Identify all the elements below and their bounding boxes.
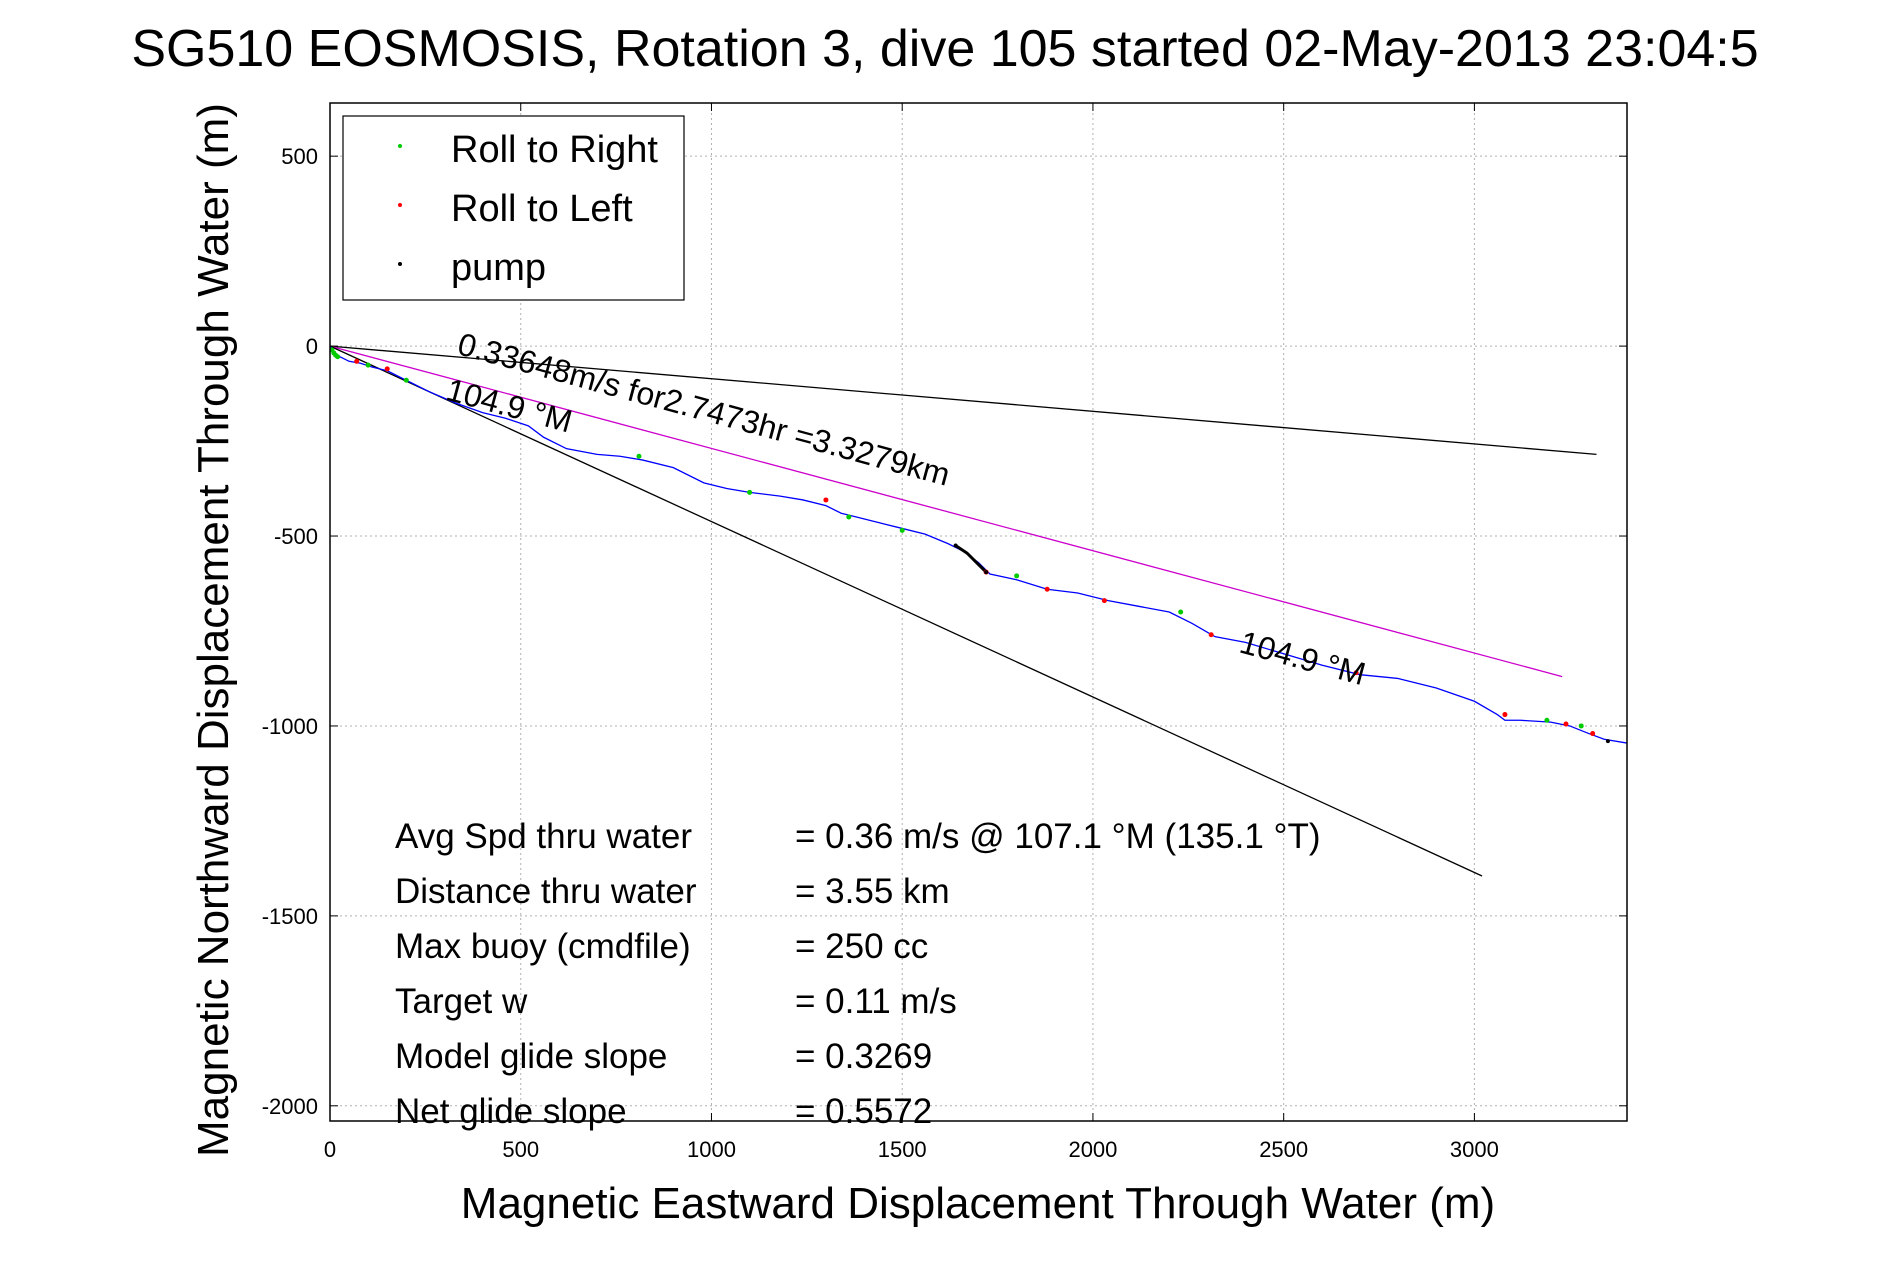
- roll-right-point: [1014, 573, 1020, 579]
- axis-ticks: 0 500 1000 1500 2000 2500 3000 500 0 -500 -1000 -15…: [262, 103, 1627, 1162]
- stat-label: Model glide slope: [395, 1037, 667, 1076]
- roll-right-point: [846, 514, 852, 520]
- x-tick-label: 2500: [1259, 1137, 1308, 1162]
- legend-label: pump: [451, 247, 546, 289]
- stat-value: = 0.36 m/s @ 107.1 °M (135.1 °T): [795, 817, 1321, 856]
- legend-marker: [398, 262, 402, 266]
- legend: Roll to Right Roll to Left pump: [342, 115, 685, 301]
- roll-left-point: [354, 358, 360, 364]
- roll-left-point: [1208, 632, 1214, 638]
- roll-right-point: [403, 377, 409, 383]
- roll-right-point: [747, 489, 753, 495]
- pump-point: [953, 543, 958, 548]
- legend-label: Roll to Left: [451, 188, 633, 230]
- legend-marker: [398, 144, 402, 148]
- reference-lines: [329, 345, 1597, 877]
- stat-value: = 250 cc: [795, 927, 928, 966]
- roll-left-point: [1563, 721, 1569, 727]
- stat-label: Target w: [395, 982, 528, 1021]
- stat-value: = 3.55 km: [795, 872, 950, 911]
- roll-right-point: [1578, 723, 1584, 729]
- y-tick-label: 500: [281, 144, 318, 169]
- roll-left-point: [1590, 731, 1596, 737]
- roll-left-point: [823, 497, 829, 503]
- stat-label: Net glide slope: [395, 1092, 627, 1131]
- reference-line-black-bottom: [329, 345, 1483, 877]
- x-tick-label: 1000: [687, 1137, 736, 1162]
- roll-right-point: [899, 527, 905, 533]
- legend-label: Roll to Right: [451, 129, 658, 171]
- stat-label: Max buoy (cmdfile): [395, 927, 691, 966]
- y-axis-label: Magnetic Northward Displacement Through …: [189, 103, 238, 1157]
- y-tick-label: -1500: [262, 904, 318, 929]
- y-tick-label: -2000: [262, 1094, 318, 1119]
- x-tick-label: 1500: [878, 1137, 927, 1162]
- dive-stats: Avg Spd thru water = 0.36 m/s @ 107.1 °M …: [395, 817, 1321, 1131]
- track-layer: [329, 345, 1628, 744]
- x-tick-label: 500: [502, 1137, 539, 1162]
- legend-box: [342, 115, 685, 301]
- pump-point: [984, 570, 989, 575]
- pump-point: [1605, 739, 1610, 744]
- pump-segment: [954, 544, 988, 574]
- x-axis-label: Magnetic Eastward Displacement Through W…: [461, 1179, 1495, 1228]
- roll-right-point: [636, 453, 642, 459]
- stat-value: = 0.11 m/s: [795, 982, 957, 1021]
- reference-line-magenta: [329, 345, 1563, 678]
- stat-value: = 0.3269: [795, 1037, 932, 1076]
- roll-right-point: [365, 362, 371, 368]
- roll-left-point: [384, 366, 390, 372]
- track-line: [329, 345, 1628, 744]
- stat-label: Distance thru water: [395, 872, 697, 911]
- stat-label: Avg Spd thru water: [395, 817, 692, 856]
- roll-left-point: [1101, 598, 1107, 604]
- x-tick-label: 0: [324, 1137, 336, 1162]
- roll-right-point: [335, 354, 341, 360]
- chart-title: SG510 EOSMOSIS, Rotation 3, dive 105 sta…: [131, 20, 1758, 78]
- plot-border: [329, 102, 1628, 1122]
- roll-left-point: [1044, 586, 1050, 592]
- y-tick-label: -1000: [262, 714, 318, 739]
- reference-line-black-top: [329, 345, 1597, 456]
- roll-right-point: [1178, 609, 1184, 615]
- legend-marker: [398, 203, 402, 207]
- y-tick-label: 0: [306, 334, 318, 359]
- y-tick-label: -500: [274, 524, 318, 549]
- roll-right-point: [1544, 717, 1550, 723]
- roll-left-point: [1353, 670, 1359, 676]
- stat-value: = 0.5572: [795, 1092, 932, 1131]
- x-tick-label: 2000: [1068, 1137, 1117, 1162]
- x-tick-label: 3000: [1450, 1137, 1499, 1162]
- roll-left-point: [1502, 712, 1508, 718]
